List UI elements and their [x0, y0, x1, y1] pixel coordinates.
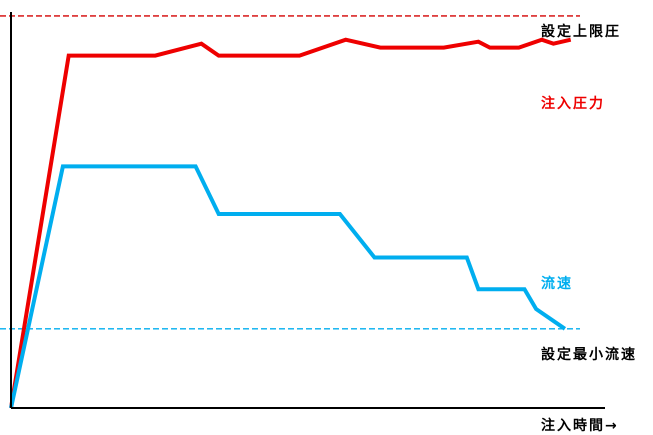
- injection-pressure-line: [9, 37, 572, 409]
- flow-rate-label: 流速: [541, 275, 573, 292]
- upper-pressure-limit-label: 設定上限圧: [541, 23, 621, 40]
- x-axis-label: 注入時間→: [541, 417, 619, 434]
- minimum-flow-rate-label: 設定最小流速: [541, 346, 637, 363]
- flow-rate-line: [9, 164, 567, 409]
- injection-pressure-label: 注入圧力: [541, 95, 605, 112]
